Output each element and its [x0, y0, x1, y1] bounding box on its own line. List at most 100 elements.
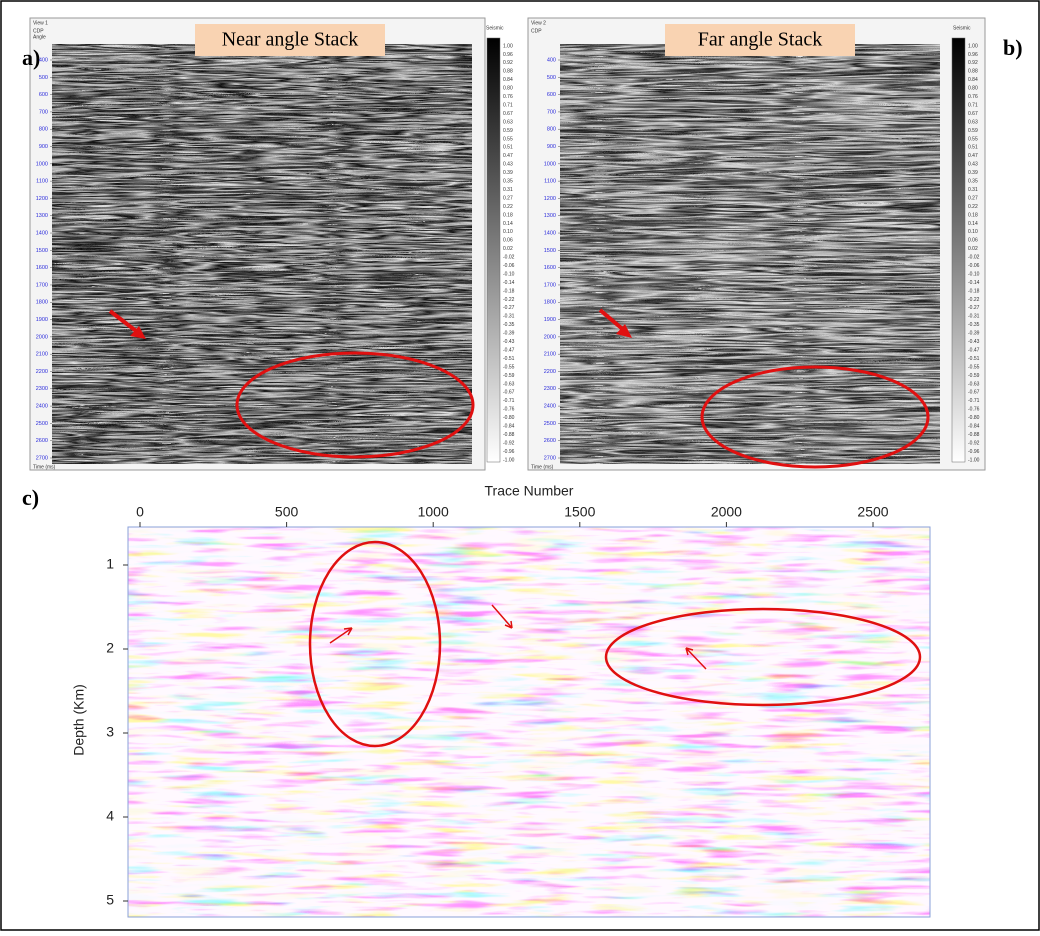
colorbar-tick-label: 0.18	[503, 212, 513, 218]
colorbar-tick-label: -0.96	[968, 449, 980, 455]
time-tick-label: 700	[547, 109, 556, 115]
time-tick-label: 2400	[36, 404, 48, 410]
colorbar-tick-label: 0.10	[503, 229, 513, 235]
colorbar-tick-label: -0.35	[968, 322, 980, 328]
colorbar-tick-label: -0.10	[968, 271, 980, 277]
colorbar-tick-label: -0.63	[503, 381, 515, 387]
header-label: CDP	[531, 28, 542, 34]
colorbar-tick-label: 0.31	[968, 187, 978, 193]
colorbar-tick-label: -0.47	[968, 347, 980, 353]
colorbar-tick-label: -0.47	[503, 347, 515, 353]
colorbar-tick-label: -0.02	[968, 255, 980, 261]
colorbar	[486, 37, 501, 463]
colorbar-tick-label: 1.00	[968, 43, 978, 49]
colorbar-tick-label: 0.84	[503, 77, 513, 83]
time-tick-label: 1200	[544, 196, 556, 202]
plot-frame	[127, 526, 931, 918]
time-tick-label: 1900	[544, 317, 556, 323]
colorbar-tick-label: -0.84	[968, 424, 980, 430]
time-tick-label: 1800	[36, 300, 48, 306]
colorbar-tick-label: 0.80	[503, 86, 513, 92]
colorbar-tick-label: -0.55	[968, 364, 980, 370]
time-tick-label: 1000	[36, 161, 48, 167]
colorbar-tick-label: -0.10	[503, 271, 515, 277]
colorbar-tick-label: 0.92	[503, 60, 513, 66]
colorbar-tick-label: 0.59	[968, 128, 978, 134]
colorbar-tick-label: 0.63	[968, 119, 978, 125]
x-tick-label: 500	[275, 504, 299, 520]
colorbar-tick-label: 0.51	[503, 145, 513, 151]
seismic-image	[52, 44, 472, 464]
colorbar-tick-label: 0.39	[503, 170, 513, 176]
colorbar-tick-label: 0.18	[968, 212, 978, 218]
title-box	[665, 24, 855, 56]
colorbar-tick-label: 0.10	[968, 229, 978, 235]
seismic-image	[128, 527, 930, 917]
panel-label: b)	[1003, 35, 1023, 60]
colorbar-tick-label: -0.80	[968, 415, 980, 421]
colorbar-tick-label: -0.67	[503, 390, 515, 396]
colorbar-tick-label: -0.84	[503, 424, 515, 430]
colorbar-tick-label: 0.51	[968, 145, 978, 151]
time-tick-label: 1200	[36, 196, 48, 202]
colorbar-tick-label: -0.71	[503, 398, 515, 404]
colorbar-tick-label: 0.47	[968, 153, 978, 159]
colorbar-tick-label: -0.88	[503, 432, 515, 438]
colorbar-tick-label: 0.55	[503, 136, 513, 142]
colorbar-tick-label: -0.76	[968, 407, 980, 413]
colorbar-tick-label: 0.22	[968, 204, 978, 210]
colorbar-tick-label: -0.31	[503, 314, 515, 320]
highlight-ellipse	[308, 540, 442, 748]
time-tick-label: 600	[39, 92, 48, 98]
seismic-image	[560, 44, 940, 464]
colorbar-tick-label: -0.63	[968, 381, 980, 387]
time-tick-label: 400	[547, 57, 556, 63]
x-tick-label: 2000	[711, 504, 742, 520]
time-tick-label: 500	[39, 75, 48, 81]
time-tick-label: 1500	[544, 248, 556, 254]
time-tick-label: 1100	[544, 179, 556, 185]
colorbar-tick-label: 0.02	[968, 246, 978, 252]
colorbar-tick-label: -0.51	[968, 356, 980, 362]
time-tick-label: 2300	[544, 386, 556, 392]
time-tick-label: 2000	[544, 334, 556, 340]
axis-title: Time (ms)	[531, 464, 554, 470]
colorbar-tick-label: -0.76	[503, 407, 515, 413]
time-tick-label: 800	[547, 127, 556, 133]
time-tick-label: 500	[547, 75, 556, 81]
colorbar-tick-label: 0.27	[503, 195, 513, 201]
colorbar-tick-label: 0.43	[503, 162, 513, 168]
time-tick-label: 2600	[36, 438, 48, 444]
time-tick-label: 1300	[544, 213, 556, 219]
time-tick-label: 600	[547, 92, 556, 98]
colorbar-tick-label: 0.76	[503, 94, 513, 100]
colorbar-tick-label: 0.59	[503, 128, 513, 134]
axis-title: Time (ms)	[33, 464, 56, 470]
y-tick-label: 3	[106, 724, 114, 740]
colorbar-tick-label: 0.88	[503, 69, 513, 75]
colorbar-tick-label: 0.67	[503, 111, 513, 117]
colorbar-tick-label: 0.39	[968, 170, 978, 176]
time-tick-label: 1400	[36, 230, 48, 236]
colorbar-tick-label: 0.63	[503, 119, 513, 125]
colorbar-tick-label: 0.92	[968, 60, 978, 66]
colorbar-tick-label: -0.71	[968, 398, 980, 404]
time-tick-label: 1300	[36, 213, 48, 219]
time-tick-label: 2200	[36, 369, 48, 375]
arrowhead	[616, 324, 632, 338]
colorbar-tick-label: 0.06	[503, 238, 513, 244]
colorbar-tick-label: 0.31	[503, 187, 513, 193]
highlight-ellipse	[235, 351, 475, 459]
colorbar-tick-label: -0.59	[968, 373, 980, 379]
colorbar-tick-label: -1.00	[503, 457, 515, 463]
colorbar-tick-label: 0.76	[968, 94, 978, 100]
colorbar-tick-label: -0.31	[968, 314, 980, 320]
colorbar-tick-label: 0.27	[968, 195, 978, 201]
arrow	[491, 604, 513, 629]
colorbar-tick-label: -0.14	[503, 280, 515, 286]
time-tick-label: 1700	[544, 282, 556, 288]
y-tick-label: 4	[106, 808, 114, 824]
colorbar-tick-label: 0.06	[968, 238, 978, 244]
